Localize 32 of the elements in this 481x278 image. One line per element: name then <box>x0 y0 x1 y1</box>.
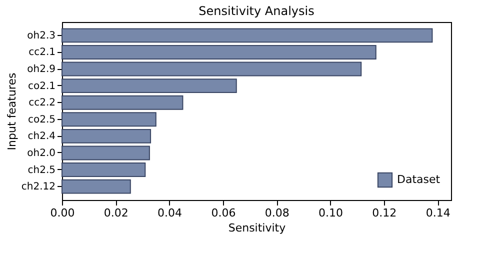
x-tick-label: 0.04 <box>158 206 182 220</box>
chart-title: Sensitivity Analysis <box>198 4 314 18</box>
bar <box>62 62 362 76</box>
x-axis-title: Sensitivity <box>228 222 286 234</box>
legend-label: Dataset <box>397 173 441 186</box>
bar <box>62 162 146 177</box>
y-tick-label: oh2.0 <box>27 148 56 159</box>
y-axis-title: Input features <box>5 72 18 150</box>
y-tick-label: cc2.2 <box>28 98 56 109</box>
x-tick-label: 0.10 <box>318 206 344 220</box>
y-tick-label: co2.1 <box>28 80 56 92</box>
bar <box>62 146 150 160</box>
y-tick-label: cc2.1 <box>28 47 56 58</box>
bar <box>62 78 237 94</box>
x-tick-label: 0.06 <box>211 206 236 220</box>
bar <box>62 128 152 144</box>
y-tick-label: ch2.4 <box>28 131 56 142</box>
y-tick-label: ch2.5 <box>28 164 56 176</box>
y-tick-label: oh2.9 <box>27 64 56 76</box>
bar <box>62 179 131 194</box>
x-tick-label: 0.12 <box>372 206 397 220</box>
x-tick-label: 0.14 <box>426 206 450 220</box>
bar <box>62 95 184 110</box>
x-tick-label: 0.00 <box>50 206 75 220</box>
bar <box>62 28 433 43</box>
bar <box>62 112 156 127</box>
x-tick-label: 0.02 <box>104 206 128 220</box>
y-tick-label: co2.5 <box>28 114 56 126</box>
x-tick-label: 0.08 <box>264 206 290 220</box>
y-tick-label: oh2.3 <box>27 30 56 42</box>
bar <box>62 45 376 60</box>
y-tick-label: ch2.12 <box>21 182 56 193</box>
